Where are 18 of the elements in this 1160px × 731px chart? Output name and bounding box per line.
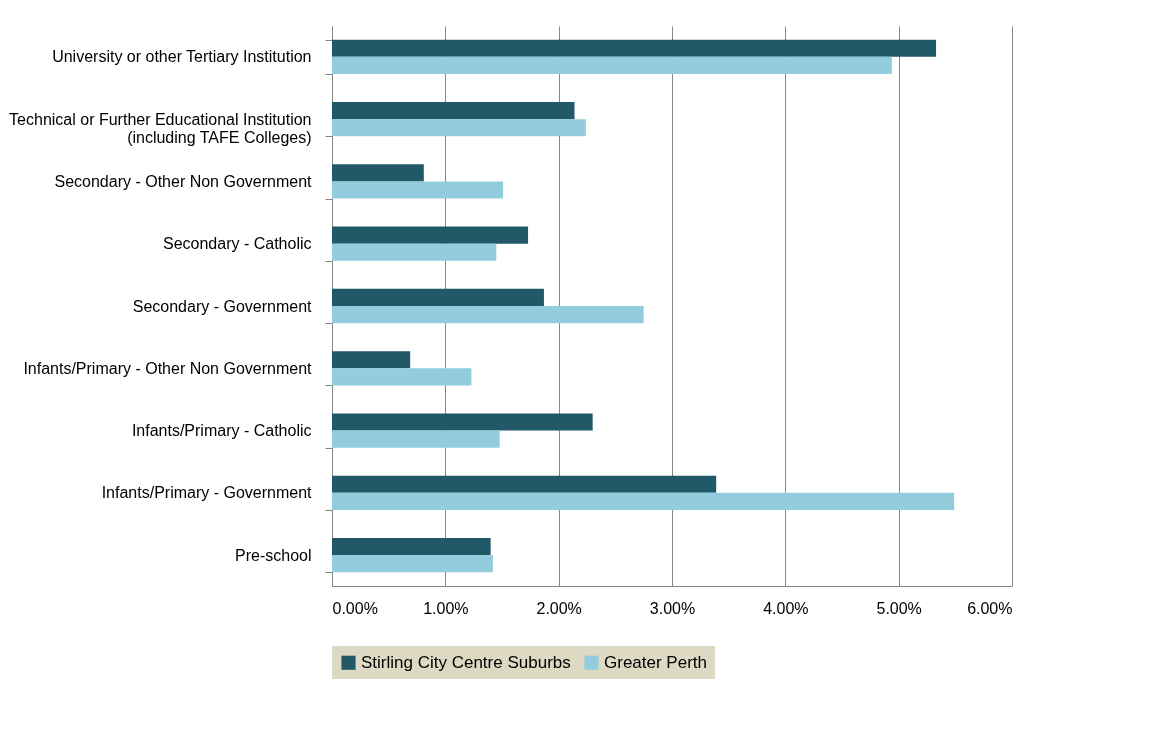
x-tick-label: 3.00% — [649, 599, 696, 617]
x-tick-label: 6.00% — [967, 599, 1013, 617]
y-tick-label: Infants/Primary - Government — [101, 484, 313, 502]
legend-label: Greater Perth — [604, 652, 707, 672]
x-tick-label: 0.00% — [332, 599, 378, 617]
y-tick-label: Secondary - Government — [132, 297, 313, 315]
y-tick-label: Secondary - Other Non Government — [54, 172, 313, 190]
y-tick-label: University or other Tertiary Institution — [52, 48, 312, 66]
x-tick-label: 4.00% — [763, 599, 809, 617]
x-tick-label: 2.00% — [536, 599, 582, 617]
y-tick-label: Infants/Primary - Other Non Government — [23, 359, 313, 377]
legend-label: Stirling City Centre Suburbs — [361, 652, 571, 672]
y-tick-label: Technical or Further Educational Institution (including TAFE Colleges) — [9, 110, 312, 146]
y-tick-label: Pre-school — [235, 546, 312, 564]
y-tick-label: Secondary - Catholic — [162, 235, 312, 253]
x-tick-label: 1.00% — [423, 599, 469, 617]
y-tick-label: Infants/Primary - Catholic — [131, 422, 312, 440]
x-tick-label: 5.00% — [876, 599, 922, 617]
